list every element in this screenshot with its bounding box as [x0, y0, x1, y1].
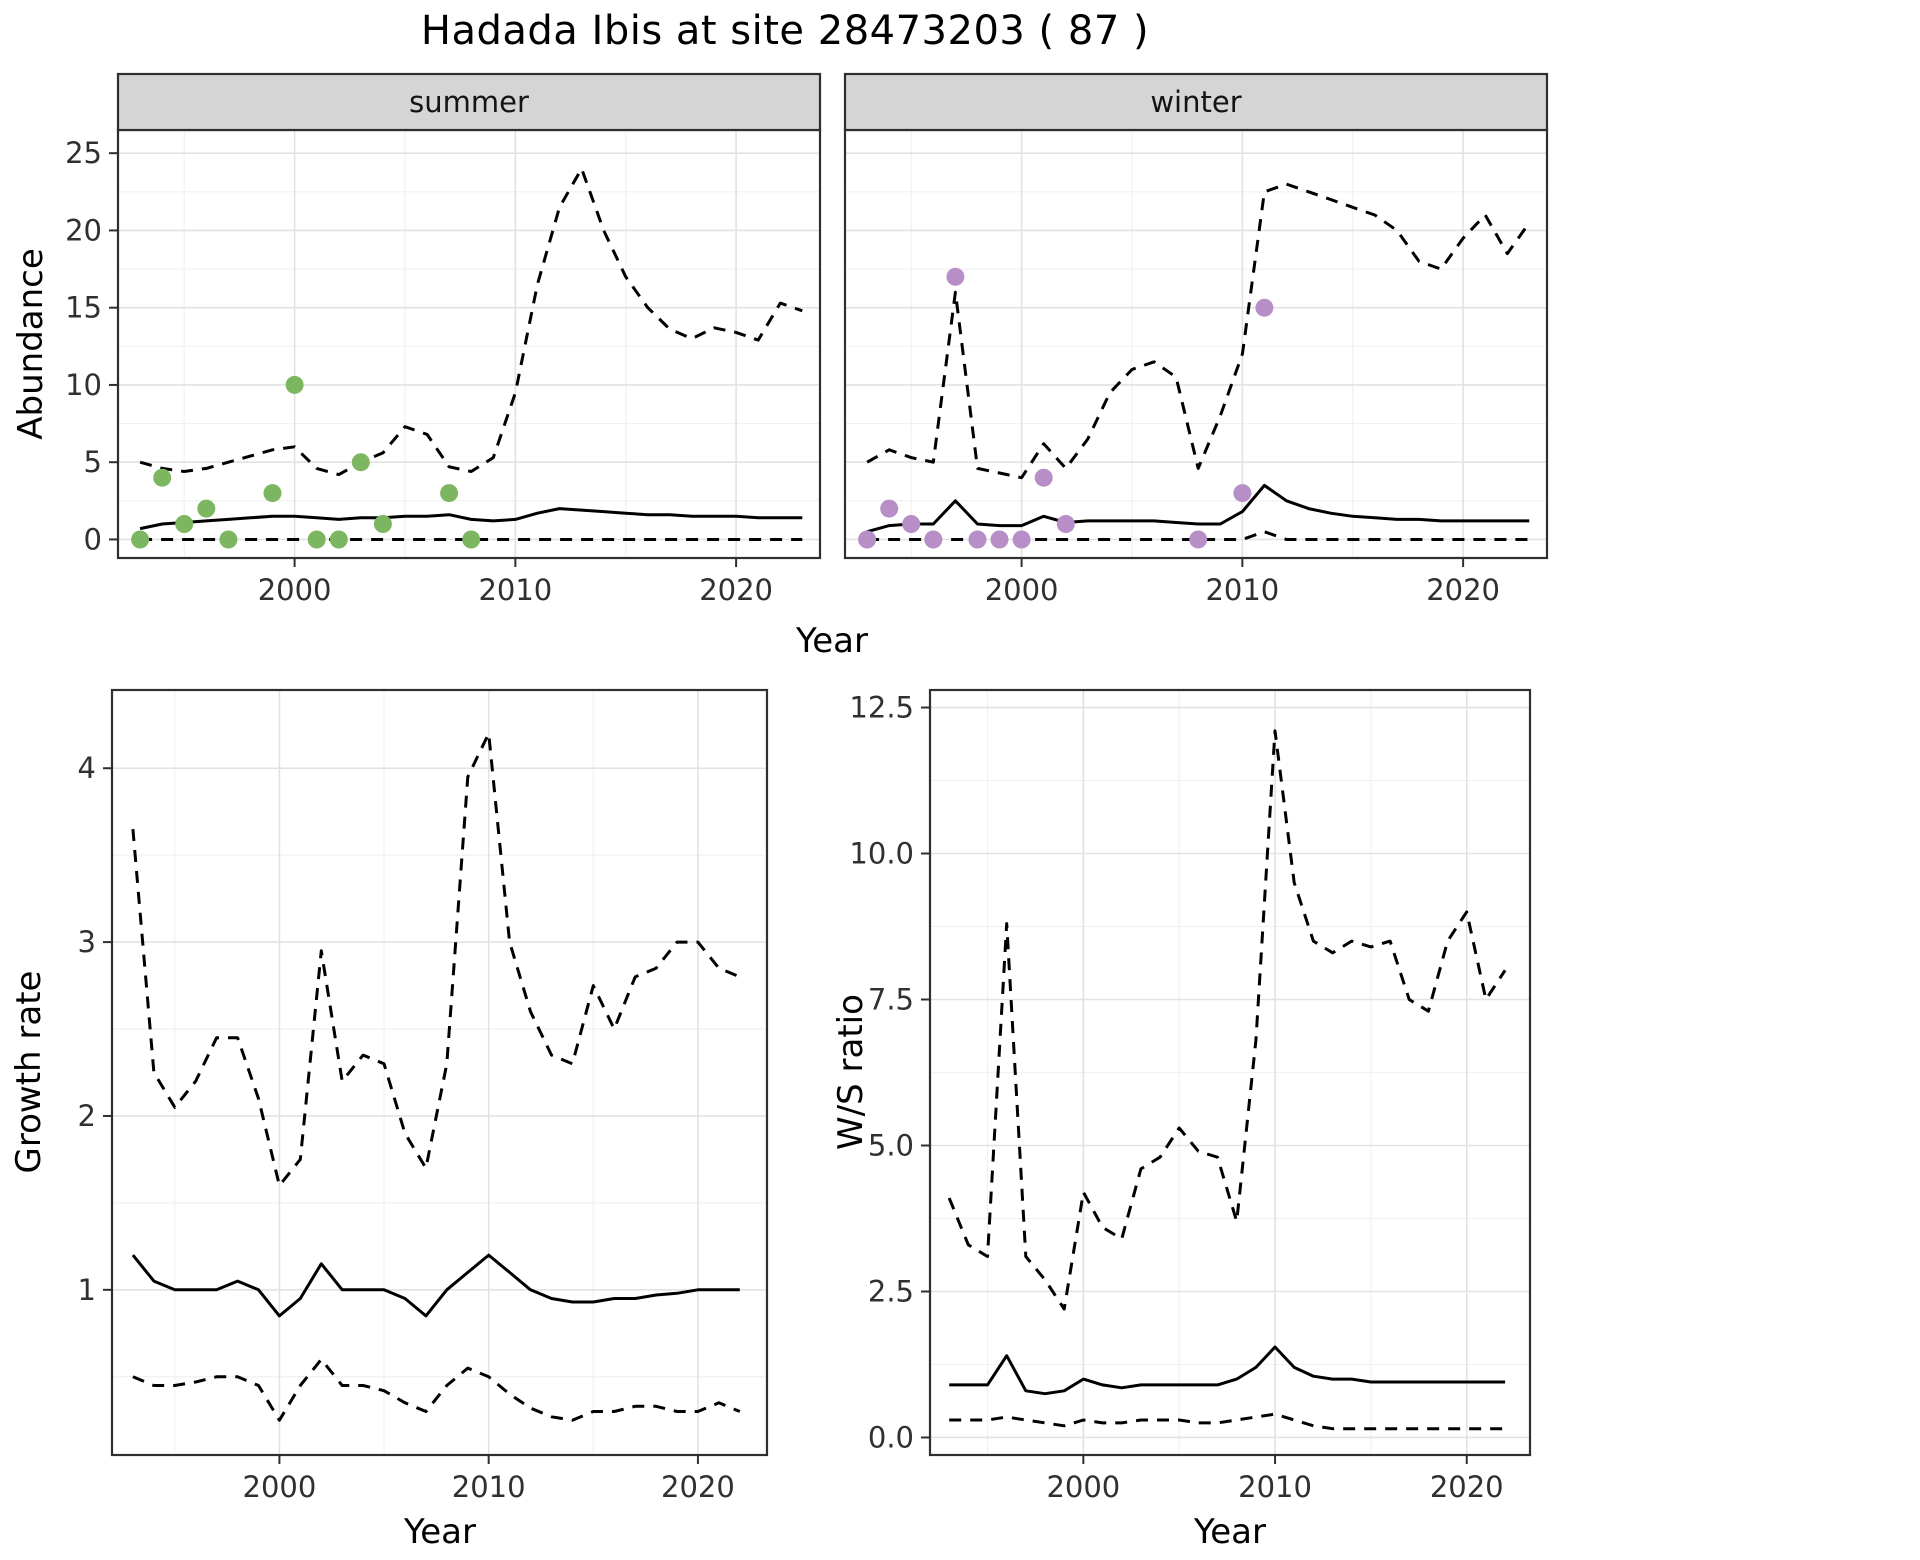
observed-counts-summer	[219, 530, 238, 549]
series-median	[139, 507, 803, 531]
observed-counts-winter	[924, 530, 943, 549]
observed-counts-winter	[946, 267, 965, 286]
y-tick-label: 15	[65, 291, 102, 325]
series-median	[866, 483, 1530, 534]
y-tick-label: 0.0	[868, 1420, 914, 1454]
observed-counts-winter	[1012, 530, 1031, 549]
y-tick-label: 5	[84, 445, 102, 479]
x-axis-title-year-ws: Year	[1193, 1512, 1266, 1552]
axis-titles: Abundance Year Growth rate Year W/S ratio Yea…	[9, 248, 1266, 1552]
x-tick-label: 2000	[985, 573, 1059, 607]
panel-abundance-winter: winter 2000 2010 2020	[843, 72, 1549, 607]
y-tick-label: 4	[78, 751, 96, 785]
x-tick-label: 2010	[1205, 573, 1279, 607]
y-tick-label: 10	[65, 368, 102, 402]
x-tick-label: 2010	[1238, 1470, 1312, 1504]
observed-counts-summer	[462, 530, 481, 549]
panel-ws-ratio: 2000 2010 2020 0.0 2.5 5.0 7.5 10.0 12.5	[849, 688, 1532, 1504]
observed-counts-summer	[373, 515, 392, 533]
y-tick-label: 5.0	[868, 1128, 914, 1162]
y-tick-label: 3	[78, 925, 96, 959]
facet-strip-label: winter	[1150, 85, 1241, 119]
observed-counts-summer	[440, 484, 459, 503]
y-tick-label: 0	[84, 522, 102, 556]
y-axis-title-abundance: Abundance	[11, 248, 51, 440]
facet-strip-winter	[843, 72, 1549, 132]
series-upper-ci	[131, 732, 741, 1187]
facet-strip-summer	[116, 72, 822, 132]
y-tick-label: 2	[78, 1099, 96, 1133]
observed-counts-winter	[1255, 298, 1274, 317]
x-tick-label: 2000	[258, 573, 332, 607]
series-median	[949, 1345, 1506, 1396]
x-tick-label: 2020	[1430, 1470, 1504, 1504]
observed-counts-summer	[351, 453, 370, 472]
observed-counts-winter	[968, 530, 987, 549]
series-upper-ci	[866, 182, 1531, 480]
observed-counts-winter	[880, 499, 899, 518]
panel-abundance-summer: summer 2000 2010 2020 0 5 10 15 20 25	[65, 72, 822, 607]
x-axis-title-year-top: Year	[795, 621, 868, 661]
observed-counts-summer	[285, 375, 304, 394]
observed-counts-summer	[131, 530, 150, 549]
x-tick-label: 2000	[243, 1470, 317, 1504]
x-tick-label: 2020	[661, 1470, 735, 1504]
observed-counts-winter	[990, 530, 1009, 549]
observed-counts-summer	[329, 530, 348, 549]
facet-strip-label: summer	[409, 85, 529, 119]
x-tick-label: 2020	[1426, 573, 1500, 607]
observed-counts-summer	[153, 468, 172, 487]
y-axis-title-growth-rate: Growth rate	[9, 971, 49, 1174]
observed-counts-winter	[902, 515, 921, 533]
y-tick-label: 25	[65, 136, 102, 170]
observed-counts-summer	[263, 484, 282, 503]
x-axis-title-year-growth: Year	[403, 1512, 476, 1552]
x-tick-label: 2020	[699, 573, 773, 607]
x-tick-label: 2000	[1046, 1470, 1120, 1504]
observed-counts-winter	[858, 530, 877, 549]
x-tick-label: 2010	[452, 1470, 526, 1504]
observed-counts-summer	[197, 499, 216, 518]
series-lower-ci	[132, 1357, 741, 1422]
y-tick-label: 10.0	[849, 837, 914, 871]
y-tick-label: 20	[65, 213, 102, 247]
observed-counts-winter	[1189, 530, 1208, 549]
y-axis-title-ws-ratio: W/S ratio	[831, 994, 871, 1150]
y-tick-label: 7.5	[868, 983, 914, 1017]
series-upper-ci	[947, 729, 1507, 1311]
series-median	[131, 1253, 740, 1318]
panel-growth-rate: 2000 2010 2020 1 2 3 4	[78, 688, 769, 1504]
y-tick-label: 1	[78, 1273, 96, 1307]
observed-counts-summer	[175, 515, 194, 533]
observed-counts-winter	[1034, 468, 1053, 487]
series-upper-ci	[139, 167, 803, 477]
observed-counts-summer	[307, 530, 326, 549]
figure-title: Hadada Ibis at site 28473203 ( 87 )	[420, 8, 1150, 54]
observed-counts-winter	[1056, 515, 1075, 533]
y-tick-label: 12.5	[849, 691, 914, 725]
observed-counts-winter	[1233, 484, 1252, 503]
series-lower-ci	[949, 1412, 1506, 1431]
y-tick-label: 2.5	[868, 1274, 914, 1308]
x-tick-label: 2010	[478, 573, 552, 607]
